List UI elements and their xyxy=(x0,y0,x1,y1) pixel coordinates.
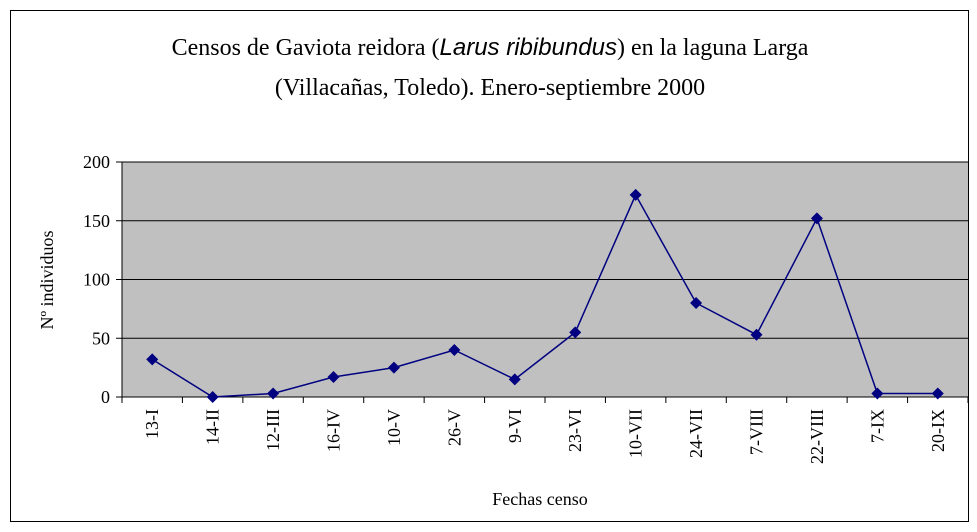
y-tick-label: 50 xyxy=(92,328,110,348)
x-tick-label: 20-IX xyxy=(928,409,948,452)
x-tick-label: 13-I xyxy=(142,409,162,439)
x-tick-label: 24-VII xyxy=(686,409,706,458)
x-tick-label: 16-IV xyxy=(324,409,344,452)
x-tick-label: 23-VI xyxy=(565,409,585,452)
data-marker xyxy=(206,391,219,403)
data-line xyxy=(151,193,938,398)
data-marker xyxy=(387,361,400,374)
data-marker xyxy=(327,371,340,384)
x-tick-label: 12-III xyxy=(263,409,283,451)
x-tick-label: 10-VII xyxy=(626,409,646,458)
data-marker xyxy=(267,387,280,400)
data-marker xyxy=(690,297,703,309)
data-marker xyxy=(569,326,582,339)
x-tick-label: 9-VI xyxy=(505,409,525,443)
y-axis-label: Nº individuos xyxy=(37,230,57,329)
chart-title: Censos de Gaviota reidora (Larus ribibun… xyxy=(172,34,809,61)
y-tick-label: 0 xyxy=(101,387,110,407)
y-tick-label: 200 xyxy=(83,152,110,172)
data-marker xyxy=(508,373,521,386)
title-part: Censos de Gaviota reidora ( xyxy=(172,35,440,61)
title-species: Larus ribibundus xyxy=(440,34,617,61)
data-marker xyxy=(871,387,884,400)
data-marker xyxy=(750,328,763,341)
x-tick-label: 22-VIII xyxy=(807,409,827,464)
data-marker xyxy=(146,353,159,366)
x-tick-label: 7-VIII xyxy=(747,409,767,455)
title-part: ) en la laguna Larga xyxy=(617,35,809,61)
y-tick-label: 100 xyxy=(83,270,110,290)
y-tick-label: 150 xyxy=(83,211,110,231)
x-tick-label: 26-V xyxy=(444,409,464,446)
x-tick-label: 7-IX xyxy=(867,409,887,443)
x-tick-label: 10-V xyxy=(384,409,404,446)
x-tick-label: 14-II xyxy=(203,409,223,445)
chart-subtitle: (Villacañas, Toledo). Enero-septiembre 2… xyxy=(275,75,705,101)
data-marker xyxy=(629,188,642,201)
x-axis-label: Fechas censo xyxy=(492,489,587,509)
data-marker xyxy=(810,212,823,225)
data-marker xyxy=(931,387,944,400)
data-marker xyxy=(448,344,461,356)
